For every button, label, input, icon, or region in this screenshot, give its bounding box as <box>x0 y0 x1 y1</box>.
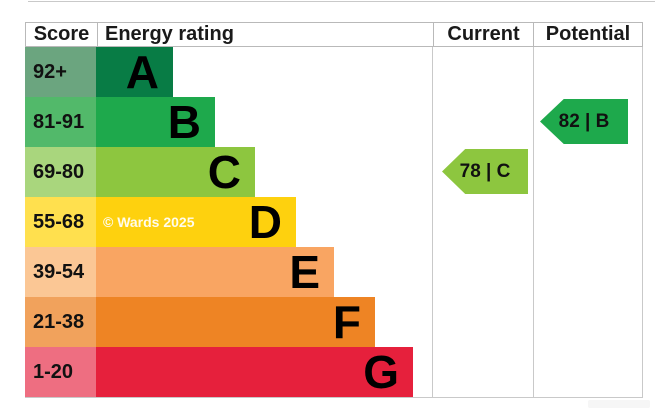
band-letter: D <box>248 196 282 248</box>
band-bar-c: C <box>96 147 255 197</box>
band-letter: C <box>207 146 241 198</box>
band-row-f: 21-38 F <box>25 297 413 347</box>
band-row-c: 69-80 C <box>25 147 413 197</box>
header-current: Current <box>433 23 533 46</box>
wards-copyright-watermark: © Wards 2025 <box>103 214 195 230</box>
band-letter: G <box>363 346 399 398</box>
score-range-label: 81-91 <box>25 97 96 147</box>
column-divider-potential <box>533 47 534 397</box>
band-letter: E <box>289 246 320 298</box>
band-bar-g: G <box>96 347 413 397</box>
band-letter: F <box>332 296 361 348</box>
table-bottom-border <box>25 397 643 398</box>
table-right-border <box>642 47 643 397</box>
band-row-b: 81-91 B <box>25 97 413 147</box>
column-divider-current <box>432 47 433 397</box>
band-letter: A <box>125 46 159 98</box>
current-rating-arrow: 78 | C <box>442 149 528 194</box>
score-range-label: 1-20 <box>25 347 96 397</box>
header-score: Score <box>33 23 90 45</box>
top-divider <box>28 1 655 2</box>
band-rows: 92+ A 81-91 B 69-80 C 55-68 D 39-54 E 21-38 F 1-20 G <box>25 47 413 397</box>
potential-rating-arrow: 82 | B <box>540 99 628 144</box>
band-bar-b: B <box>96 97 215 147</box>
header-energy-rating: Energy rating <box>97 23 433 46</box>
current-rating-label: 78 | C <box>459 160 511 182</box>
header-potential: Potential <box>533 23 642 46</box>
table-header: Score Energy rating Current Potential <box>25 22 643 47</box>
score-range-label: 55-68 <box>25 197 96 247</box>
band-bar-d: D <box>96 197 296 247</box>
potential-rating-label: 82 | B <box>558 110 610 132</box>
score-range-label: 21-38 <box>25 297 96 347</box>
score-range-label: 92+ <box>25 47 96 97</box>
band-bar-f: F <box>96 297 375 347</box>
band-bar-a: A <box>96 47 173 97</box>
band-row-e: 39-54 E <box>25 247 413 297</box>
band-bar-e: E <box>96 247 334 297</box>
band-letter: B <box>167 96 201 148</box>
band-row-g: 1-20 G <box>25 347 413 397</box>
faint-watermark <box>588 400 650 408</box>
score-range-label: 69-80 <box>25 147 96 197</box>
score-range-label: 39-54 <box>25 247 96 297</box>
band-row-a: 92+ A <box>25 47 413 97</box>
band-row-d: 55-68 D <box>25 197 413 247</box>
